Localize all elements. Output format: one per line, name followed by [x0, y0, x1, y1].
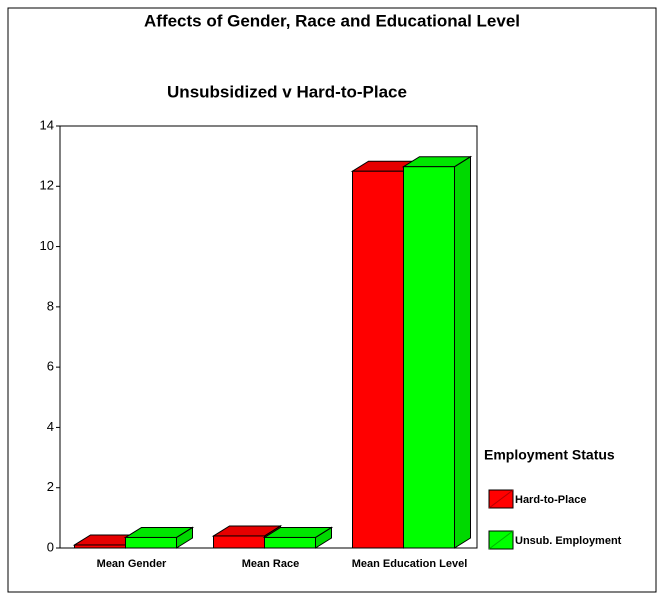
bar-front	[403, 166, 455, 549]
y-tick-label: 8	[47, 298, 54, 313]
bar	[401, 155, 473, 549]
x-tick-label: Mean Education Level	[352, 558, 468, 570]
bar-front	[264, 536, 316, 549]
x-tick-label: Mean Gender	[97, 558, 167, 570]
y-tick-label: 2	[47, 479, 54, 494]
frame	[7, 7, 657, 593]
bar	[123, 526, 195, 549]
legend-label: Unsub. Employment	[515, 535, 622, 547]
y-tick-label: 4	[47, 419, 54, 434]
bar-front	[125, 536, 177, 549]
bar-front	[74, 544, 126, 549]
y-tick-label: 14	[40, 117, 54, 132]
legend-swatch-edge	[488, 489, 514, 509]
y-tick-label: 12	[40, 178, 54, 193]
legend-title: Employment Status	[484, 447, 615, 463]
bar-front	[352, 170, 404, 549]
x-tick-label: Mean Race	[242, 558, 299, 570]
legend-swatch-edge	[488, 530, 514, 550]
chart-title: Affects of Gender, Race and Educational …	[144, 11, 520, 30]
legend-label: Hard-to-Place	[515, 494, 587, 506]
y-tick-label: 0	[47, 539, 54, 554]
bar-side	[454, 155, 471, 549]
bar-front	[213, 535, 265, 549]
bar	[262, 526, 334, 549]
y-tick-label: 10	[40, 238, 54, 253]
y-tick-label: 6	[47, 359, 54, 374]
chart-subtitle: Unsubsidized v Hard-to-Place	[167, 82, 407, 101]
